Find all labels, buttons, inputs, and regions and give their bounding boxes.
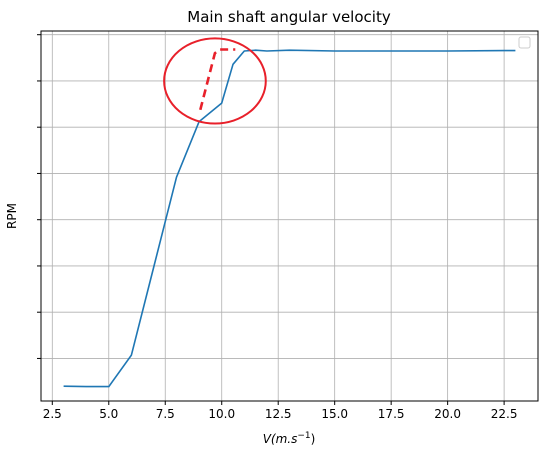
annotation-ellipse [163, 37, 267, 125]
y-axis-ticks [37, 34, 41, 359]
annotation-dashed-line [199, 48, 236, 111]
x-tick-label: 10.0 [208, 407, 235, 421]
plot-frame [40, 30, 539, 402]
x-axis-ticks: 2.5 5.0 7.5 10.0 12.5 15.0 17.5 20.0 22.5 [43, 401, 518, 421]
x-tick-label: 15.0 [321, 407, 348, 421]
y-axis-label: RPM [5, 203, 19, 229]
chart-title: Main shaft angular velocity [187, 8, 391, 26]
x-axis-label-exponent: −1 [297, 431, 310, 441]
x-tick-label: 12.5 [265, 407, 292, 421]
x-axis-label-close: ) [311, 432, 316, 446]
x-axis-label-variable: V [263, 432, 272, 446]
x-axis-label: V(m.s−1) [263, 431, 316, 446]
x-tick-label: 2.5 [43, 407, 62, 421]
x-tick-label: 7.5 [156, 407, 175, 421]
x-tick-label: 20.0 [434, 407, 461, 421]
x-axis-label-units: (m.s [271, 432, 297, 446]
series-line [63, 49, 516, 388]
legend-box [518, 36, 531, 49]
annotations [163, 37, 267, 125]
grid [41, 31, 538, 401]
x-tick-label: 22.5 [491, 407, 518, 421]
x-tick-label: 17.5 [378, 407, 405, 421]
x-tick-label: 5.0 [99, 407, 118, 421]
series-group [63, 49, 516, 388]
